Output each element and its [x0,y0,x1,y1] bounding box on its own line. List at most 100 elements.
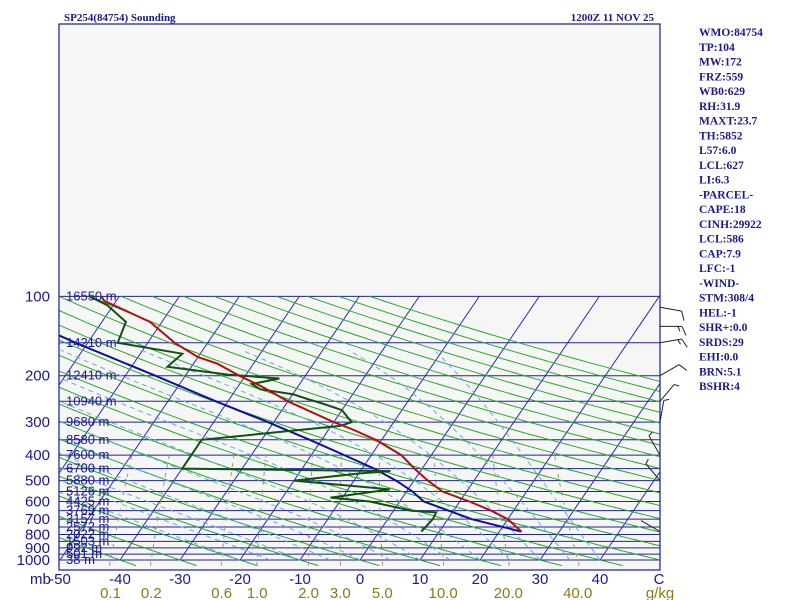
mixing-ratio-unit-label: g/kg [646,585,674,600]
index-line: LFC:-1 [699,263,736,275]
dry-adiabat-line [59,438,441,567]
mixing-ratio-label: 1.0 [247,585,268,600]
index-line: LI:6.3 [699,175,730,187]
isotherm-line [599,470,660,561]
moist-adiabat-line [59,491,241,561]
mixing-ratio-line [554,455,580,566]
index-line: LCL:586 [699,234,744,246]
dry-adiabat-line [59,324,660,520]
index-line: CINH:29922 [699,219,762,231]
pressure-tick-label: 200 [25,368,50,385]
dry-adiabat-line [90,295,660,481]
dry-adiabat-line [121,295,660,469]
mixing-ratio-line [492,455,510,566]
temperature-tick-label: 10 [412,571,429,588]
dry-adiabat-line [59,354,660,547]
index-line: SRDS:29 [699,337,744,349]
index-line: CAP:7.9 [699,248,741,260]
plot-area-background [59,24,660,570]
height-label: 2022 m [66,527,109,542]
height-label: 5880 m [66,473,109,488]
wind-barb-flag [681,310,685,321]
isotherm-line [239,296,420,561]
mixing-ratio-line [433,455,445,566]
moist-adiabat-line [59,479,271,561]
temperature-tick-label: -50 [49,571,71,588]
height-label: 4425 m [66,494,109,509]
index-line: WB0:629 [699,86,745,98]
index-line: -PARCEL- [699,189,753,201]
moist-adiabat-line [60,349,481,561]
height-label: 7600 m [66,447,109,462]
dry-adiabat-line [59,403,562,567]
mixing-ratio-label: 2.0 [298,585,319,600]
pressure-tick-label: 800 [25,527,50,544]
temperature-tick-label: -40 [109,571,131,588]
mixing-ratio-line [149,455,170,566]
height-label: 501 m [66,546,102,561]
dry-adiabat-line [214,295,660,435]
isotherm-line [59,296,240,561]
wind-barb [659,398,670,423]
height-label: 992 m [66,540,102,555]
pressure-tick-label: 1000 [17,552,50,569]
height-label: 38 m [66,552,95,567]
wind-barb-staff [659,364,680,377]
temperature-tick-label: 20 [472,571,489,588]
dry-adiabat-line [59,515,197,567]
stability-indices-panel: WMO:84754 TP:104 MW:172 FRZ:559 WB0:629 RH:31… [699,27,763,393]
mixing-ratio-label: 20.0 [494,585,523,600]
mixing-ratio-line [109,454,133,566]
wind-barb-staff [648,435,661,456]
wind-barb-staff [640,520,661,533]
wind-barb-half-flag [648,431,653,437]
dry-adiabat-line [59,295,660,494]
parcel-path-line [59,334,522,533]
index-line: MAXT:23.7 [699,116,757,128]
dry-adiabat-line [245,295,660,424]
wind-barb-flag [681,326,687,336]
dry-adiabat-line [59,420,502,567]
dewpoint-line [88,295,438,533]
moist-adiabat-line [59,466,301,561]
index-line: BRN:5.1 [699,366,742,378]
temperature-unit-label: C [654,571,665,588]
plot-frame [58,23,661,571]
wind-barb-flag [681,338,688,348]
wind-barb [659,383,680,402]
mixing-ratio-label: 3.0 [330,585,351,600]
pressure-tick-label: 100 [25,288,50,305]
mixing-ratio-line [339,455,342,566]
wind-barb-flag [678,364,688,371]
time-label: 1200Z 11 NOV 25 [571,12,655,24]
index-line: TP:104 [699,42,735,54]
mixing-ratio-label: 0.1 [100,585,121,600]
pressure-axis-label: mb [30,571,51,588]
index-line: LCL:627 [699,160,744,172]
temperature-tick-label: -30 [169,571,191,588]
index-line: SHR+:0.0 [699,322,748,334]
height-label: 2572 m [66,519,109,534]
wind-barb [659,306,685,321]
wind-barbs [640,306,688,533]
wind-barb-half-flag [677,326,681,332]
moist-adiabat-line [348,349,571,561]
wind-barb [659,364,688,377]
index-line: EHI:0.0 [699,352,739,364]
temperature-tick-label: 40 [592,571,609,588]
dry-adiabat-line [276,295,660,413]
wind-barb-half-flag [677,339,681,345]
pressure-tick-label: 400 [25,447,50,464]
mixing-ratio-label: 5.0 [372,585,393,600]
wind-barb-staff [659,306,682,312]
temperature-tick-label: 30 [532,571,549,588]
mixing-ratio-line [220,455,235,566]
mixing-ratio-label: 10.0 [428,585,457,600]
moist-adiabat-line [241,349,541,561]
index-line: MW:172 [699,57,742,69]
mixing-ratio-label: 0.2 [141,585,162,600]
index-line: WMO:84754 [699,27,763,39]
dry-adiabat-line [59,309,660,507]
temperature-tick-label: -20 [229,571,251,588]
